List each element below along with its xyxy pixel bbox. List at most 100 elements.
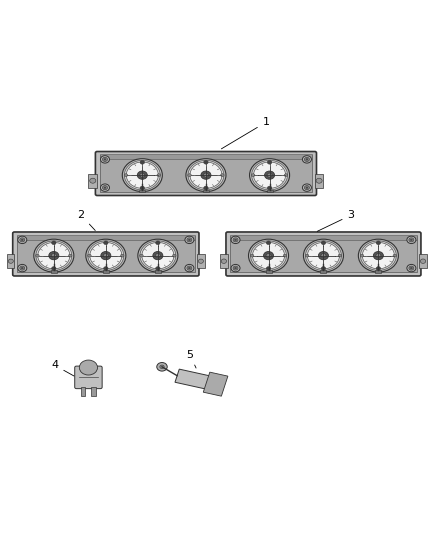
Text: 1: 1 [221,117,269,149]
Circle shape [101,252,111,260]
Circle shape [410,239,412,240]
Circle shape [88,254,91,257]
Circle shape [142,243,174,269]
Circle shape [34,239,74,272]
Circle shape [266,254,271,257]
Bar [103,270,109,272]
Circle shape [86,239,126,272]
Circle shape [137,171,147,179]
Circle shape [318,252,328,260]
Circle shape [376,241,381,245]
Circle shape [140,241,176,270]
Circle shape [360,254,364,257]
Circle shape [221,174,224,176]
Circle shape [104,266,108,270]
Circle shape [307,243,339,269]
Bar [139,190,145,192]
Circle shape [20,266,25,270]
Circle shape [8,259,13,263]
Circle shape [153,252,163,260]
Circle shape [68,254,72,257]
Circle shape [124,160,160,190]
Text: 4: 4 [51,360,74,376]
Circle shape [100,156,110,163]
Circle shape [187,266,192,270]
Circle shape [104,241,108,245]
Circle shape [376,254,381,257]
Bar [197,254,205,269]
Circle shape [409,266,414,270]
Circle shape [160,365,164,369]
Circle shape [362,243,394,269]
Circle shape [52,266,56,270]
Circle shape [321,254,326,257]
Circle shape [122,159,162,191]
Circle shape [36,241,72,270]
Circle shape [221,259,226,263]
Bar [220,254,228,269]
FancyBboxPatch shape [95,151,317,196]
Circle shape [420,259,426,263]
Circle shape [267,160,272,164]
Circle shape [253,243,285,269]
Circle shape [90,178,96,183]
Bar [315,174,323,188]
Circle shape [316,178,322,183]
Text: 3: 3 [317,210,354,231]
Circle shape [21,268,23,269]
Circle shape [266,266,271,270]
Polygon shape [203,372,228,396]
Circle shape [138,239,178,272]
Circle shape [103,254,108,257]
Circle shape [251,241,286,270]
Bar [375,270,381,272]
Circle shape [283,254,287,257]
Bar [81,387,85,396]
Circle shape [204,186,208,190]
Circle shape [190,162,222,188]
Circle shape [306,159,308,160]
Circle shape [235,268,237,269]
Circle shape [155,266,160,270]
Circle shape [79,360,98,375]
Circle shape [102,185,107,190]
Bar [265,270,272,272]
Circle shape [155,254,160,257]
Bar [230,236,417,272]
Circle shape [140,254,143,257]
Circle shape [51,254,57,257]
Circle shape [231,236,240,244]
Circle shape [306,187,308,188]
Circle shape [18,236,27,244]
Bar [419,254,427,269]
Circle shape [304,239,343,272]
Bar [100,155,312,192]
Circle shape [90,243,122,269]
Circle shape [250,159,290,191]
Circle shape [393,254,396,257]
Circle shape [102,157,107,161]
Circle shape [88,241,124,270]
Circle shape [321,266,326,270]
Circle shape [306,241,341,270]
Circle shape [248,239,289,272]
Circle shape [254,162,286,188]
Circle shape [264,252,274,260]
Circle shape [100,184,110,191]
Circle shape [104,187,106,188]
Circle shape [104,159,106,160]
Circle shape [304,185,309,190]
Circle shape [155,241,160,245]
Circle shape [140,186,145,190]
Circle shape [358,239,399,272]
Circle shape [338,254,342,257]
Circle shape [185,236,194,244]
Circle shape [124,174,127,176]
Circle shape [126,162,158,188]
Circle shape [304,157,309,161]
Circle shape [251,254,254,257]
Circle shape [35,254,39,257]
Circle shape [373,252,383,260]
FancyBboxPatch shape [226,232,421,276]
FancyBboxPatch shape [13,232,199,276]
